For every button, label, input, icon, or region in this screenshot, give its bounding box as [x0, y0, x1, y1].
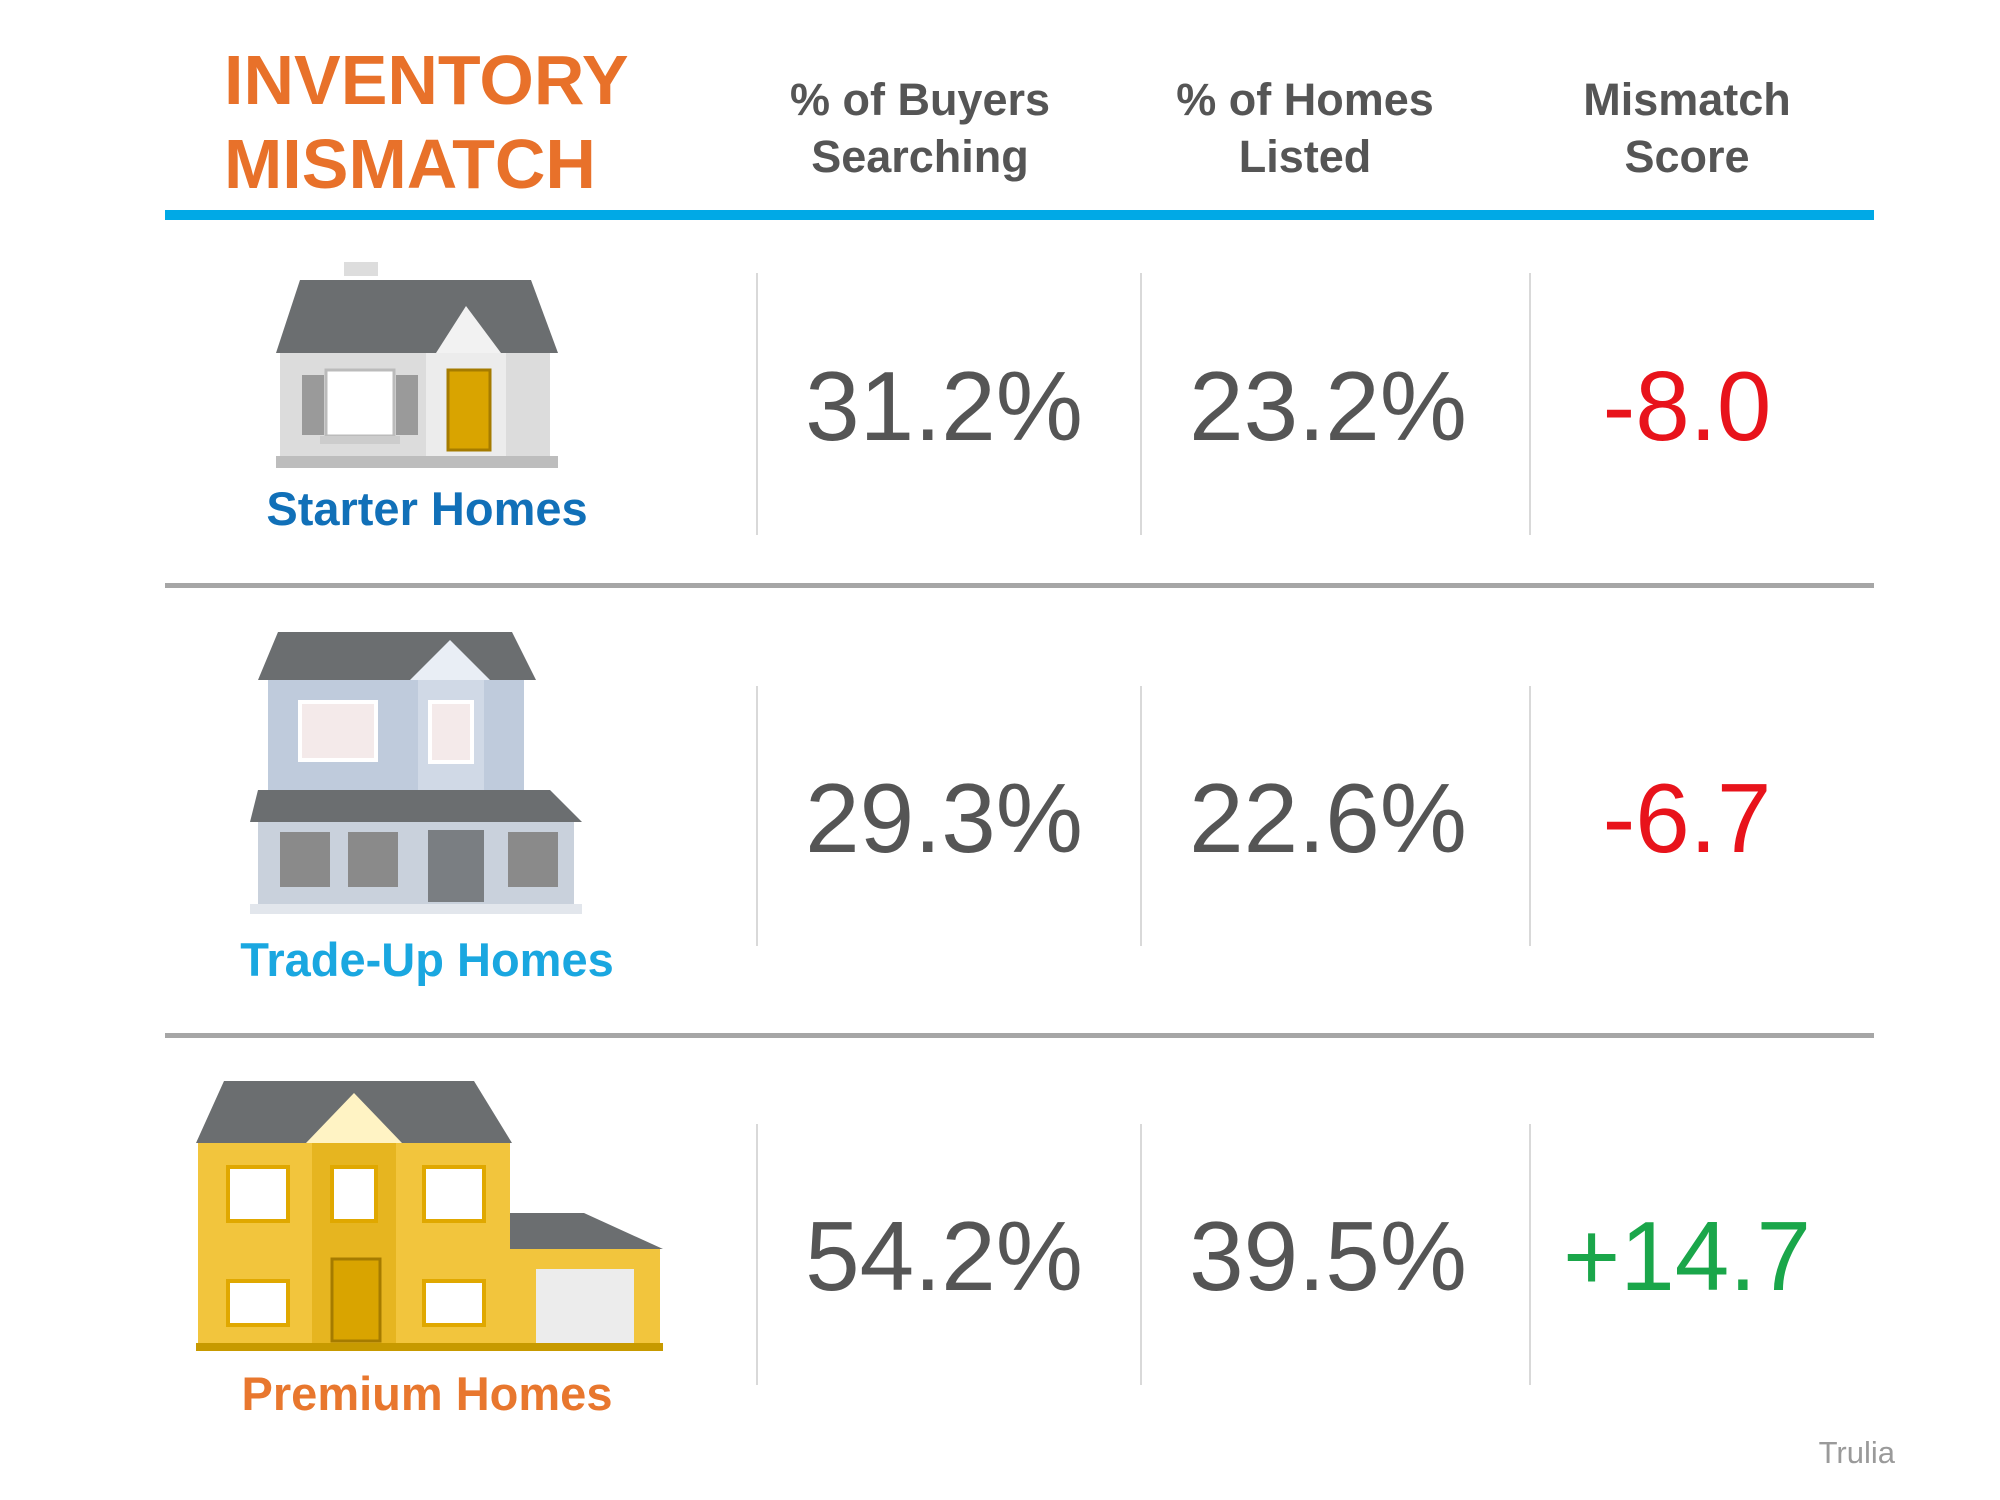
header-line: Score — [1624, 131, 1750, 182]
buyers-value: 54.2% — [805, 1201, 1083, 1311]
row-label-starter: Starter Homes — [266, 482, 588, 535]
row-label-trade-up: Trade-Up Homes — [240, 933, 614, 986]
listed-value: 23.2% — [1189, 351, 1467, 461]
header-line: % of Buyers — [789, 74, 1051, 125]
column-header-buyers: % of Buyers Searching — [730, 71, 1110, 185]
column-divider — [1140, 273, 1142, 535]
mismatch-score: +14.7 — [1563, 1201, 1811, 1311]
buyers-value: 31.2% — [805, 351, 1083, 461]
column-divider — [1140, 686, 1142, 946]
header-divider — [165, 210, 1874, 220]
listed-value: 22.6% — [1189, 763, 1467, 873]
header-line: Listed — [1238, 131, 1372, 182]
column-divider — [756, 273, 758, 535]
starter-house-icon — [276, 262, 558, 468]
trade-up-house-icon — [250, 632, 582, 914]
header-line: Mismatch — [1583, 74, 1791, 125]
row-divider — [165, 1033, 1874, 1038]
mismatch-score: -6.7 — [1602, 763, 1772, 873]
column-divider — [1529, 686, 1531, 946]
row-label-premium: Premium Homes — [241, 1367, 613, 1420]
source-credit: Trulia — [1818, 1435, 1895, 1470]
column-divider — [1140, 1124, 1142, 1385]
listed-value: 39.5% — [1189, 1201, 1467, 1311]
mismatch-score: -8.0 — [1602, 351, 1772, 461]
column-divider — [756, 1124, 758, 1385]
column-header-score: Mismatch Score — [1497, 71, 1877, 185]
column-divider — [1529, 1124, 1531, 1385]
title-line-1: INVENTORY — [224, 41, 629, 119]
column-divider — [756, 686, 758, 946]
buyers-value: 29.3% — [805, 763, 1083, 873]
column-divider — [1529, 273, 1531, 535]
premium-house-icon — [196, 1081, 663, 1351]
column-header-listed: % of Homes Listed — [1115, 71, 1495, 185]
header-line: Searching — [811, 131, 1029, 182]
title-line-2: MISMATCH — [224, 125, 596, 203]
row-divider — [165, 583, 1874, 588]
header-line: % of Homes — [1176, 74, 1434, 125]
page-title: INVENTORY MISMATCH — [224, 38, 629, 206]
